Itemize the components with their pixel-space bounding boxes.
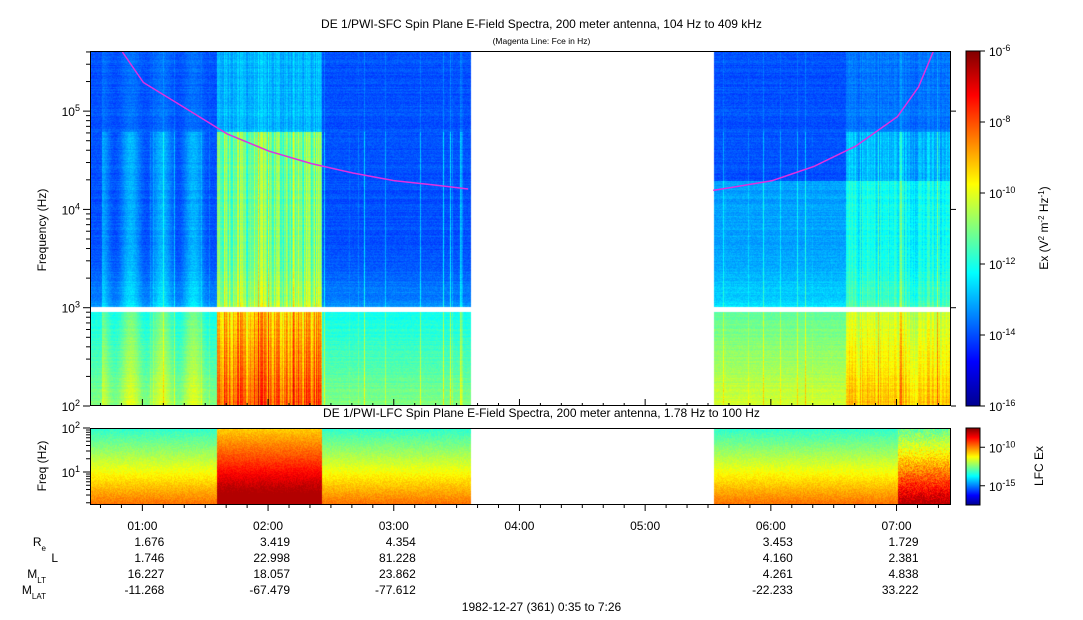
ephemeris-values: 1.676 3.419 4.354 3.453 1.729 1.746 22.998 81.2… <box>125 535 919 597</box>
ephem-value: 4.261 <box>763 567 793 581</box>
ephem-value: 23.862 <box>379 567 416 581</box>
x-tick-label-3: 04:00 <box>504 519 534 533</box>
sfc-ytick-label-1: 103 <box>62 300 80 316</box>
lfc-colorbar-label: LFC Ex <box>1032 446 1046 486</box>
lfc-cb-tick-label-0: 10-15 <box>989 478 1015 494</box>
sfc-subtitle: (Magenta Line: Fce in Hz) <box>492 36 591 46</box>
lfc-title: DE 1/PWI-LFC Spin Plane E-Field Spectra,… <box>323 406 760 420</box>
x-tick-label-4: 05:00 <box>630 519 660 533</box>
lfc-ytick-label-0: 101 <box>62 464 80 480</box>
lfc-spectrogram <box>90 428 951 505</box>
lfc-y-ticks: 101 102 <box>62 420 90 504</box>
ephem-label-1: L <box>51 551 58 565</box>
ephem-value: -22.233 <box>752 583 793 597</box>
lfc-ytick-label-1: 102 <box>62 420 80 436</box>
sfc-cb-tick-label-1: 10-14 <box>989 327 1015 343</box>
x-tick-label-6: 07:00 <box>882 519 912 533</box>
lfc-spectrogram-image <box>91 429 950 504</box>
sfc-spectrogram <box>90 51 951 406</box>
sfc-cb-tick-label-2: 10-12 <box>989 256 1015 272</box>
ephem-value: 1.676 <box>134 535 164 549</box>
sfc-spectrogram-image <box>91 52 950 405</box>
lfc-cb-tick-label-1: 10-10 <box>989 439 1015 455</box>
ephem-value: 16.227 <box>128 567 165 581</box>
x-tick-label-5: 06:00 <box>756 519 786 533</box>
ephem-value: -77.612 <box>375 583 416 597</box>
sfc-ytick-label-2: 104 <box>62 201 80 217</box>
x-tick-label-0: 01:00 <box>127 519 157 533</box>
ephem-value: 1.746 <box>134 551 164 565</box>
sfc-ytick-label-3: 105 <box>62 103 80 119</box>
lfc-ylabel: Freq (Hz) <box>35 441 49 492</box>
ephem-value: 3.419 <box>260 535 290 549</box>
sfc-overlay <box>121 52 934 192</box>
fce-line-left <box>121 52 469 190</box>
sfc-colorbar <box>965 50 981 407</box>
x-tick-label-2: 03:00 <box>379 519 409 533</box>
fce-line-right <box>713 52 934 192</box>
lfc-colorbar-ticks: 10-15 10-10 <box>980 439 1015 494</box>
ephem-value: 4.160 <box>763 551 793 565</box>
ephem-label-2: MLT <box>27 567 46 585</box>
ephem-value: 2.381 <box>889 551 919 565</box>
ephem-value: -11.268 <box>125 583 165 597</box>
footer-time-range: 1982-12-27 (361) 0:35 to 7:26 <box>461 600 622 614</box>
ephem-value: 22.998 <box>253 551 290 565</box>
x-tick-label-1: 02:00 <box>253 519 283 533</box>
ephem-value: 18.057 <box>253 567 290 581</box>
sfc-ylabel: Frequency (Hz) <box>35 189 49 272</box>
ephem-value: 4.354 <box>386 535 416 549</box>
ephem-value: 3.453 <box>763 535 793 549</box>
ephem-label-3: MLAT <box>22 583 46 601</box>
sfc-colorbar-label: Ex (V2 m-2 Hz-1) <box>1037 186 1052 269</box>
ephem-value: 81.228 <box>379 551 416 565</box>
sfc-cb-tick-label-3: 10-10 <box>989 185 1015 201</box>
ephem-label-0: Re <box>33 535 47 553</box>
ephem-value: 4.838 <box>889 567 919 581</box>
ephem-value: 33.222 <box>882 583 919 597</box>
sfc-title: DE 1/PWI-SFC Spin Plane E-Field Spectra,… <box>321 17 762 31</box>
lfc-colorbar <box>965 427 981 506</box>
ephem-value: 1.729 <box>889 535 919 549</box>
sfc-cb-tick-label-4: 10-8 <box>989 114 1010 130</box>
ephem-value: -67.479 <box>249 583 290 597</box>
